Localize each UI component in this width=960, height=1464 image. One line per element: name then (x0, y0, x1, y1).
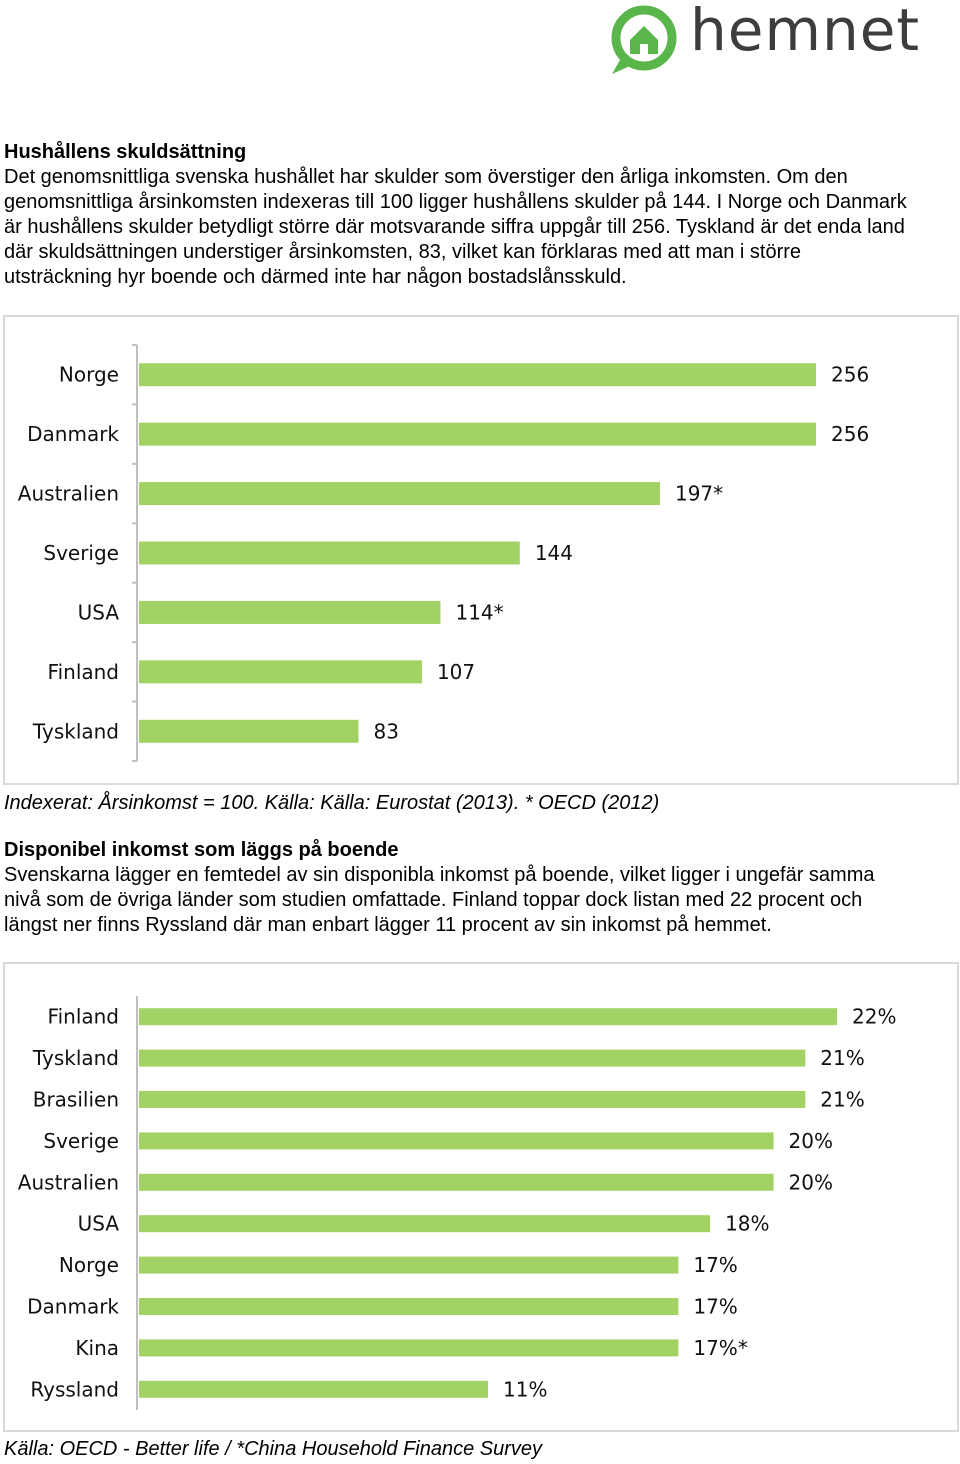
housing-share-chart: Finland 22% Tyskland 21% Brasilien 21% Sverige… (3, 962, 959, 1432)
bar-usa (139, 600, 441, 624)
bar-usa (139, 1215, 711, 1233)
category-label: Kina (75, 1336, 119, 1360)
bar-danmark (139, 422, 816, 446)
housing-share-chart-svg: Finland 22% Tyskland 21% Brasilien 21% Sverige… (18, 996, 896, 1410)
data-label: 21% (820, 1046, 864, 1070)
data-label: 83 (373, 719, 398, 743)
data-label: 20% (789, 1129, 833, 1153)
bar-finland (139, 660, 422, 684)
category-label: Tyskland (32, 1046, 119, 1070)
paragraph-line: utsträckning hyr boende och därmed inte … (4, 266, 627, 288)
bar-ryssland (139, 1380, 488, 1398)
category-label: Danmark (27, 422, 119, 446)
house-speech-bubble-icon (611, 5, 677, 74)
data-label: 256 (831, 363, 869, 387)
bar-australien (139, 482, 660, 506)
category-label: Tyskland (32, 719, 119, 743)
category-label: Australien (18, 482, 119, 506)
hemnet-logo: hemnet (606, 0, 919, 78)
category-label: USA (78, 600, 120, 624)
debt-chart: Norge 256 Danmark 256 Australien 197* Sverige 1… (3, 315, 959, 785)
brand-name: hemnet (690, 0, 921, 64)
bar-norge (139, 363, 816, 387)
data-label: 114* (455, 600, 503, 624)
bar-australien (139, 1173, 774, 1191)
debt-chart-svg: Norge 256 Danmark 256 Australien 197* Sverige 1… (18, 344, 869, 762)
section2-paragraph: Svenskarna lägger en femtedel av sin dis… (4, 863, 956, 938)
data-label: 17%* (693, 1336, 747, 1360)
housing-share-chart-caption: Källa: OECD - Better life / *China House… (4, 1438, 543, 1460)
data-label: 21% (820, 1088, 864, 1112)
bar-kina (139, 1339, 679, 1357)
category-label: Norge (59, 363, 119, 387)
data-label: 107 (437, 660, 475, 684)
data-label: 17% (693, 1253, 737, 1277)
bar-tyskland (139, 1049, 806, 1067)
paragraph-line: är hushållens skulder betydligt större d… (4, 216, 905, 238)
bar-danmark (139, 1298, 679, 1315)
paragraph-line: där skuldsättningen understiger årsinkom… (4, 241, 802, 263)
paragraph-line: nivå som de övriga länder som studien om… (4, 889, 863, 911)
data-label: 22% (852, 1005, 896, 1029)
bar-norge (139, 1256, 679, 1274)
bar-tyskland (139, 719, 359, 743)
category-label: Finland (48, 660, 119, 684)
category-label: Australien (18, 1170, 119, 1194)
category-label: USA (78, 1212, 120, 1236)
data-label: 197* (675, 482, 723, 506)
category-label: Finland (48, 1005, 119, 1029)
category-label: Brasilien (33, 1088, 119, 1112)
debt-chart-caption: Indexerat: Årsinkomst = 100. Källa: Käll… (4, 792, 660, 814)
section2-title: Disponibel inkomst som läggs på boende (4, 839, 399, 861)
bar-sverige (139, 541, 520, 565)
category-label: Sverige (43, 541, 119, 565)
section1-paragraph: Det genomsnittliga svenska hushållet har… (4, 165, 956, 290)
category-label: Ryssland (30, 1377, 119, 1401)
paragraph-line: genomsnittliga årsinkomsten indexeras ti… (4, 191, 907, 213)
bar-brasilien (139, 1091, 806, 1108)
category-label: Norge (59, 1253, 119, 1277)
data-label: 20% (789, 1170, 833, 1194)
data-label: 11% (503, 1377, 547, 1401)
category-label: Danmark (27, 1295, 119, 1319)
data-label: 17% (693, 1295, 737, 1319)
paragraph-line: Det genomsnittliga svenska hushållet har… (4, 166, 848, 188)
data-label: 144 (535, 541, 573, 565)
category-label: Sverige (43, 1129, 119, 1153)
bar-sverige (139, 1132, 774, 1150)
paragraph-line: Svenskarna lägger en femtedel av sin dis… (4, 864, 875, 886)
data-label: 18% (725, 1212, 769, 1236)
section1-title: Hushållens skuldsättning (4, 141, 247, 163)
paragraph-line: längst ner finns Ryssland där man enbart… (4, 914, 772, 936)
data-label: 256 (831, 422, 869, 446)
bar-finland (139, 1008, 837, 1026)
